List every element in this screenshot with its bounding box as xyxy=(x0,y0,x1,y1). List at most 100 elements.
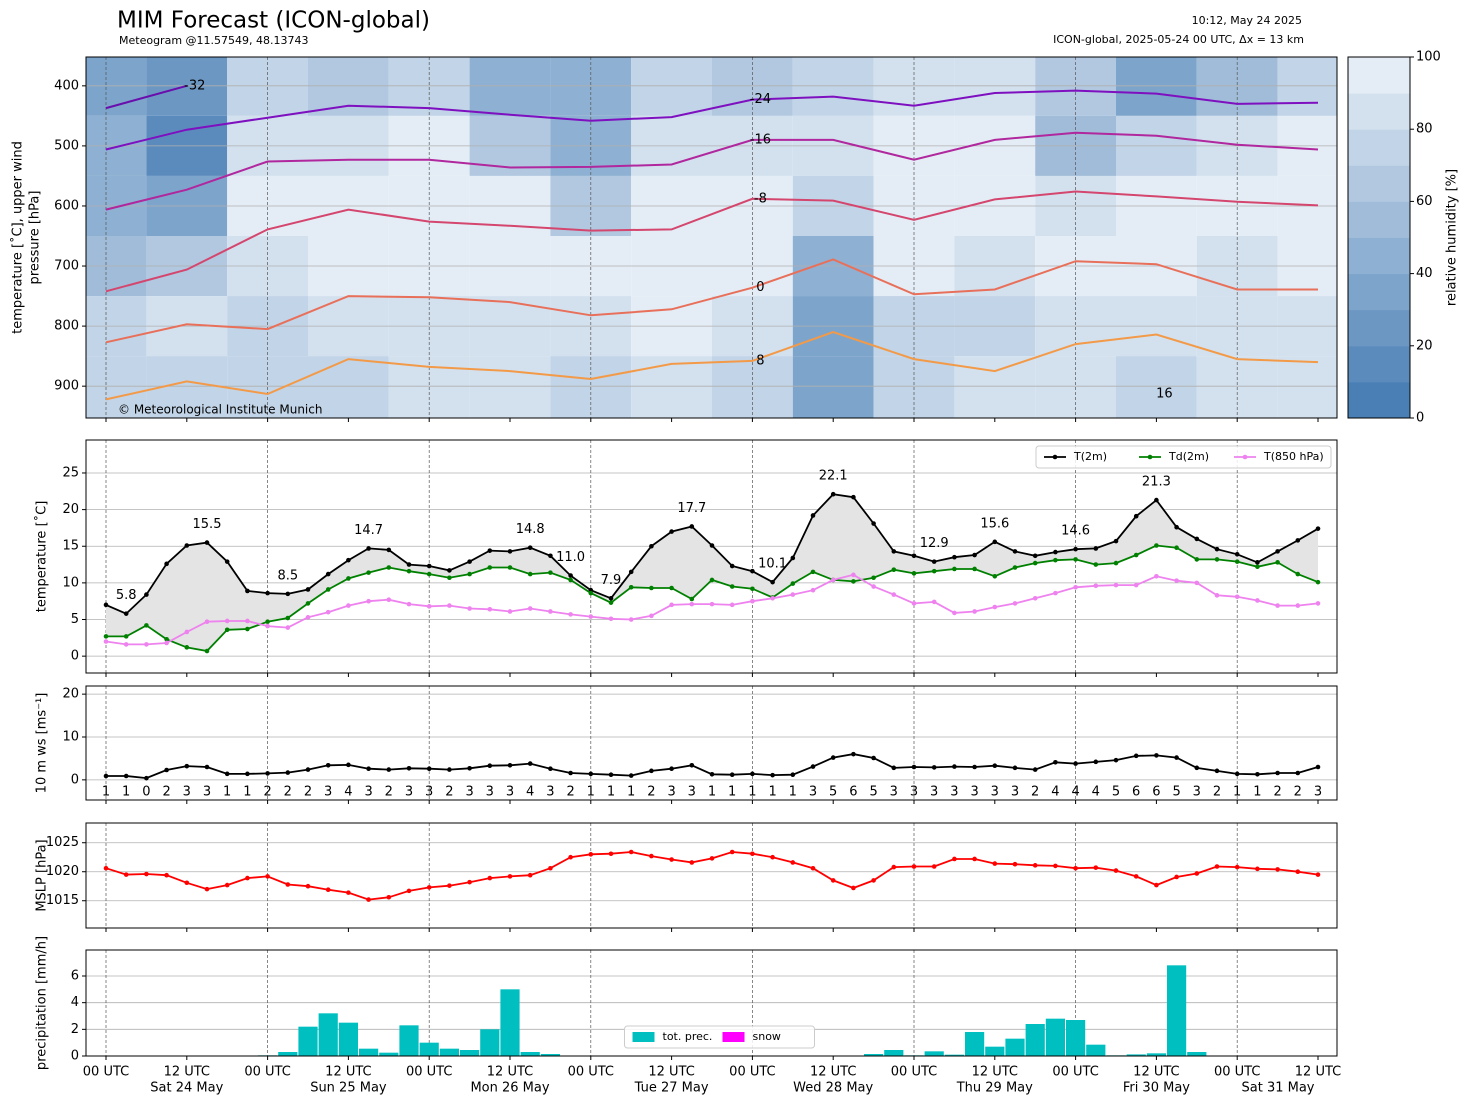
marker xyxy=(346,557,351,563)
marker xyxy=(851,885,856,891)
marker xyxy=(830,491,836,497)
marker xyxy=(184,543,190,548)
marker xyxy=(1234,559,1240,564)
marker xyxy=(790,555,796,561)
marker xyxy=(1032,863,1038,868)
marker xyxy=(305,615,311,620)
marker xyxy=(952,764,957,769)
marker xyxy=(386,565,392,570)
marker xyxy=(1093,759,1099,765)
marker xyxy=(305,767,311,772)
marker xyxy=(1113,560,1119,566)
value-label: 4 xyxy=(1051,785,1059,800)
marker xyxy=(810,513,816,518)
panel-frame xyxy=(85,439,1338,674)
marker xyxy=(810,865,816,871)
colorbar-step xyxy=(1348,309,1410,347)
x-date-label: Wed 28 May xyxy=(793,1081,873,1096)
marker xyxy=(709,543,715,548)
marker xyxy=(729,849,735,855)
bar xyxy=(884,1050,904,1056)
marker xyxy=(285,770,291,775)
x-date-label: Sun 25 May xyxy=(310,1081,387,1096)
marker xyxy=(447,603,452,608)
marker xyxy=(346,762,351,768)
marker xyxy=(144,592,149,597)
colorbar-step xyxy=(1348,93,1410,130)
y-tick-label: 0 xyxy=(71,772,79,787)
marker xyxy=(972,764,977,770)
value-label: 3 xyxy=(950,785,958,800)
marker xyxy=(1154,543,1159,548)
extreme-label: 10.1 xyxy=(758,557,787,572)
marker xyxy=(507,762,513,768)
x-tick-label: 00 UTC xyxy=(891,1065,937,1080)
marker xyxy=(406,562,412,567)
humidity-cell xyxy=(954,356,1036,418)
marker xyxy=(1113,582,1119,588)
y-axis-label: temperature [˚C], upper wind xyxy=(10,141,26,334)
y-tick-label: 1025 xyxy=(46,835,79,850)
value-label: 2 xyxy=(284,785,292,800)
colorbar-step xyxy=(1348,237,1410,275)
marker xyxy=(588,590,594,596)
bar xyxy=(540,1054,560,1056)
marker xyxy=(305,601,311,606)
marker xyxy=(164,872,169,878)
humidity-cell xyxy=(1116,356,1197,418)
bar xyxy=(338,1022,358,1056)
marker xyxy=(366,570,371,575)
marker xyxy=(649,585,654,591)
value-label: 2 xyxy=(162,785,170,800)
marker xyxy=(406,888,412,894)
marker xyxy=(265,874,270,879)
value-label: 5 xyxy=(1112,785,1120,800)
y-tick-label: 500 xyxy=(54,138,79,153)
marker xyxy=(325,571,331,577)
marker xyxy=(790,581,796,586)
extreme-label: 8.5 xyxy=(277,568,298,583)
marker xyxy=(123,634,129,639)
marker xyxy=(992,604,998,610)
marker xyxy=(144,623,149,628)
legend-swatch xyxy=(722,1032,745,1042)
marker xyxy=(649,853,654,859)
value-label: 3 xyxy=(364,785,372,800)
isotherm-label: 8 xyxy=(756,353,764,368)
marker xyxy=(608,595,614,601)
marker xyxy=(770,595,775,601)
marker xyxy=(245,588,250,594)
marker xyxy=(931,864,937,869)
value-label: 1 xyxy=(627,785,635,800)
isotherm-label: 0 xyxy=(756,280,764,295)
marker xyxy=(709,856,715,861)
humidity-cell xyxy=(86,356,147,418)
marker xyxy=(972,609,977,614)
humidity-cell xyxy=(792,57,874,116)
marker xyxy=(285,615,291,621)
marker xyxy=(548,553,553,559)
y-tick-label: 900 xyxy=(54,379,79,394)
marker xyxy=(265,623,270,629)
marker xyxy=(1315,526,1321,531)
marker xyxy=(911,764,917,770)
marker xyxy=(447,767,452,772)
y-tick-label: 15 xyxy=(62,539,79,554)
colorbar-step xyxy=(1348,345,1410,383)
value-label: 3 xyxy=(183,785,191,800)
marker xyxy=(891,864,897,870)
marker xyxy=(1012,861,1018,867)
marker xyxy=(366,598,371,604)
humidity-cell xyxy=(1035,57,1116,116)
y-axis-label: precipitation [mm/h] xyxy=(35,936,50,1070)
marker xyxy=(1174,874,1179,880)
humidity-cell xyxy=(631,57,712,116)
marker xyxy=(224,627,230,633)
y-tick-label: 800 xyxy=(54,319,79,334)
marker xyxy=(426,563,432,569)
legend-marker xyxy=(1147,454,1153,460)
bar xyxy=(864,1054,884,1056)
marker xyxy=(810,587,816,593)
marker xyxy=(507,549,513,554)
